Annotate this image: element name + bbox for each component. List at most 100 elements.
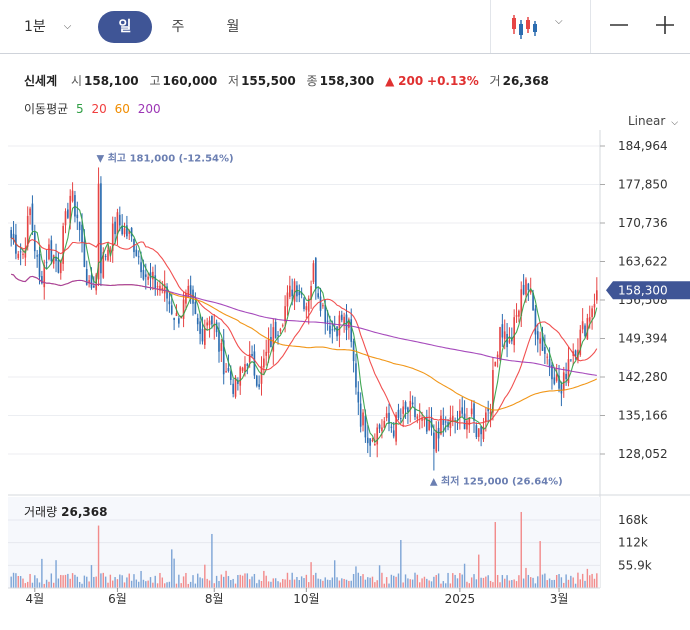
volume-bar bbox=[343, 578, 345, 588]
zoom-out-button[interactable] bbox=[606, 12, 632, 38]
change-percent: +0.13% bbox=[427, 74, 479, 88]
candle-body bbox=[50, 240, 53, 262]
volume-bar bbox=[286, 572, 289, 588]
quote-summary: 신세계 시 158,100 고 160,000 저 155,500 종 158,300 … bbox=[24, 72, 556, 89]
volume-bar bbox=[310, 562, 312, 588]
moving-average-label: 이동평균 bbox=[24, 102, 69, 116]
volume-bar bbox=[492, 582, 494, 588]
candle-body bbox=[267, 339, 270, 354]
volume-bar bbox=[478, 554, 480, 588]
candle-body bbox=[10, 230, 13, 239]
candle-body bbox=[241, 367, 244, 371]
volume-bar bbox=[411, 579, 414, 588]
volume-bar bbox=[331, 577, 334, 588]
volume-bar bbox=[376, 580, 378, 588]
volume-bar bbox=[378, 565, 381, 588]
candle-body bbox=[187, 285, 190, 298]
candle-body bbox=[17, 253, 20, 259]
volume-bar bbox=[225, 570, 227, 588]
volume-bar bbox=[506, 575, 508, 588]
candle-body bbox=[586, 318, 589, 340]
candle-body bbox=[244, 364, 246, 373]
volume-axis: 55.9k 112k 168k bbox=[618, 513, 652, 572]
volume-bar bbox=[55, 560, 57, 588]
candle-body bbox=[588, 317, 591, 322]
candle-body bbox=[24, 249, 27, 258]
volume-bar bbox=[189, 581, 192, 588]
volume-bar bbox=[546, 580, 548, 588]
candle-body bbox=[289, 285, 291, 297]
low-label: 저 bbox=[228, 74, 240, 88]
candle-body bbox=[383, 420, 386, 428]
tab-daily[interactable]: 일 bbox=[98, 11, 152, 43]
candle-body bbox=[206, 322, 209, 326]
candle-body bbox=[286, 292, 289, 307]
candle-body bbox=[175, 313, 178, 316]
ma-20-label[interactable]: 20 bbox=[91, 102, 107, 116]
candle-body bbox=[100, 183, 102, 274]
volume-bar bbox=[385, 577, 388, 588]
candle-body bbox=[322, 305, 324, 307]
volume-bar bbox=[419, 582, 421, 588]
volume-bar bbox=[371, 576, 374, 588]
volume-bar bbox=[22, 578, 24, 588]
ma-5-label[interactable]: 5 bbox=[76, 102, 84, 116]
volume-bar bbox=[90, 565, 93, 588]
volume-bar bbox=[74, 574, 76, 588]
tab-monthly[interactable]: 월 bbox=[226, 19, 240, 35]
volume-bar bbox=[435, 575, 437, 588]
volume-bar bbox=[560, 577, 563, 588]
volume-bar bbox=[289, 579, 291, 588]
candle-body bbox=[513, 317, 515, 346]
volume-bar bbox=[45, 579, 48, 588]
volume-bar bbox=[593, 578, 596, 588]
volume-bar bbox=[428, 580, 430, 588]
candle-body bbox=[237, 380, 239, 384]
volume-bar bbox=[421, 578, 423, 588]
volume-bar bbox=[107, 582, 109, 588]
candle-body bbox=[19, 251, 22, 253]
ma-60-label[interactable]: 60 bbox=[114, 102, 130, 116]
candle-body bbox=[67, 209, 69, 218]
tab-weekly[interactable]: 주 bbox=[171, 19, 185, 35]
candle-body bbox=[560, 384, 563, 394]
volume-bar bbox=[154, 575, 156, 588]
volume-bar bbox=[447, 572, 449, 588]
candle-body bbox=[156, 286, 159, 288]
volume-bar bbox=[459, 573, 461, 588]
candle-body bbox=[182, 299, 185, 319]
volume-bar bbox=[41, 558, 43, 588]
chart-type-select[interactable]: ⌵ bbox=[505, 12, 585, 40]
candle-body bbox=[416, 416, 419, 419]
volume-panel-title: 거래량 26,368 bbox=[24, 503, 107, 520]
volume-bar bbox=[64, 574, 67, 588]
candle-body bbox=[312, 263, 315, 283]
volume-bar bbox=[527, 574, 530, 588]
volume-bar bbox=[482, 577, 485, 588]
candle-body bbox=[350, 319, 353, 342]
candle-body bbox=[33, 232, 36, 252]
volume-bar bbox=[29, 573, 31, 588]
volume-bar bbox=[140, 570, 142, 588]
high-price-annotation: ▼ 최고 181,000 (-12.54%) bbox=[97, 151, 234, 164]
volume-bar bbox=[119, 574, 121, 588]
ma-200-label[interactable]: 200 bbox=[137, 102, 161, 116]
volume-bar bbox=[17, 576, 19, 588]
candle-body bbox=[508, 340, 511, 343]
volume-bar bbox=[300, 576, 303, 588]
volume-bar bbox=[145, 581, 147, 588]
candle-body bbox=[189, 285, 192, 295]
low-price-annotation: ▲ 최저 125,000 (26.64%) bbox=[430, 475, 563, 488]
volume-bar bbox=[362, 574, 364, 588]
volume-bar bbox=[109, 574, 112, 588]
candle-body bbox=[366, 437, 369, 444]
candle-body bbox=[539, 338, 541, 344]
candle-body bbox=[154, 275, 157, 289]
zoom-in-button[interactable] bbox=[652, 12, 678, 38]
candle-body bbox=[489, 411, 492, 414]
volume-bar bbox=[520, 511, 522, 588]
volume-bar bbox=[416, 574, 419, 588]
interval-select[interactable]: 1분 ⌵ bbox=[24, 10, 71, 42]
scale-mode-select[interactable]: Linear ⌵ bbox=[628, 114, 678, 128]
